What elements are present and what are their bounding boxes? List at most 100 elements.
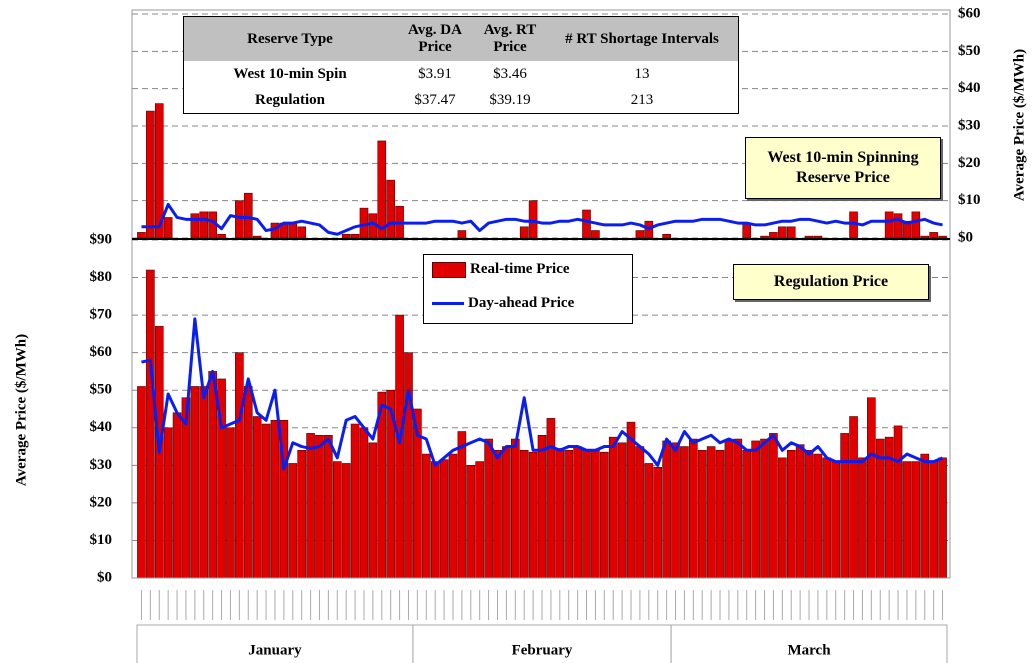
table-cell: 13 — [634, 65, 650, 82]
table-cell: $3.46 — [493, 65, 527, 82]
month-box — [670, 624, 948, 663]
bar — [573, 446, 582, 579]
y-tick-label: $0 — [97, 569, 112, 585]
bar — [608, 436, 618, 579]
table-cell: 213 — [630, 91, 654, 108]
y-tick-label: $90 — [90, 231, 113, 247]
bar — [671, 442, 680, 579]
bar — [297, 226, 306, 239]
bar — [867, 397, 876, 579]
bar — [778, 226, 787, 239]
bar — [395, 314, 404, 579]
y-tick-label: $20 — [90, 494, 113, 510]
bar — [582, 209, 591, 239]
bar — [653, 466, 663, 579]
bar — [421, 453, 431, 579]
panel-title: Regulation Price — [733, 264, 929, 300]
legend-swatch — [432, 261, 466, 278]
bar — [137, 232, 146, 239]
bar — [875, 438, 885, 579]
bar — [697, 450, 707, 579]
bar — [368, 442, 378, 579]
summary-table: Reserve Type Avg. DA Price Avg. RT Price… — [183, 16, 739, 114]
bar — [617, 442, 627, 579]
bar — [332, 461, 342, 579]
bar — [208, 371, 217, 579]
bar — [742, 450, 752, 579]
y-tick-label: $80 — [90, 269, 113, 285]
bar — [226, 427, 235, 579]
bar — [306, 433, 315, 579]
bar — [297, 450, 306, 579]
bar — [893, 425, 903, 579]
bar — [813, 453, 823, 579]
bar — [813, 235, 823, 239]
bar — [252, 416, 262, 579]
y2-tick-label: $60 — [958, 5, 981, 21]
bar — [190, 386, 200, 579]
bar — [920, 235, 930, 239]
bar — [475, 461, 484, 579]
bar — [235, 200, 244, 239]
bar — [519, 450, 529, 579]
bar — [920, 453, 930, 579]
bar — [822, 457, 832, 579]
bar — [591, 230, 600, 239]
y2-tick-label: $10 — [958, 192, 981, 208]
bar — [288, 222, 298, 239]
bar — [270, 419, 280, 579]
bar — [742, 222, 752, 239]
bar — [715, 450, 725, 579]
y-tick-label: $60 — [90, 344, 113, 360]
bar — [519, 226, 529, 239]
bar — [929, 232, 938, 239]
bar — [510, 438, 520, 579]
legend-label: Day-ahead Price — [468, 295, 575, 311]
y-tick-label: $50 — [90, 382, 113, 398]
bar — [146, 110, 155, 239]
bar — [911, 461, 921, 579]
bar — [137, 386, 146, 579]
bar — [341, 463, 351, 579]
y-tick-label: $10 — [90, 532, 113, 548]
bar — [884, 211, 894, 239]
bar — [858, 457, 867, 579]
bar — [751, 440, 760, 579]
bar — [591, 450, 600, 579]
legend: Real-time Price Day-ahead Price — [423, 254, 633, 324]
bar — [786, 226, 796, 239]
bar — [217, 233, 226, 239]
table-cell: West 10-min Spin — [233, 65, 347, 82]
bar — [430, 461, 440, 579]
table-header: Reserve Type — [183, 16, 396, 61]
y2-tick-label: $20 — [958, 155, 981, 171]
bar — [377, 140, 387, 239]
table-cell: $39.19 — [489, 91, 531, 108]
y2-axis-title: Average Price ($/MWh) — [1011, 49, 1027, 201]
bar — [902, 461, 912, 579]
bar — [163, 217, 173, 239]
x-group-label: January — [248, 642, 302, 658]
legend-item: Real-time Price — [432, 261, 570, 278]
table-header: Avg. DA Price — [396, 16, 474, 61]
y-tick-label: $30 — [90, 457, 113, 473]
bar — [662, 440, 671, 579]
bar — [849, 416, 858, 579]
bar — [350, 233, 360, 239]
table-cell: $37.47 — [414, 91, 456, 108]
bar — [635, 446, 645, 579]
bar — [778, 457, 787, 579]
bar — [786, 450, 796, 579]
bar — [252, 235, 262, 239]
bar — [235, 352, 244, 579]
bar — [528, 200, 538, 239]
bar — [680, 446, 689, 579]
bar — [315, 434, 324, 579]
legend-label: Real-time Price — [470, 261, 570, 277]
bar — [199, 386, 209, 579]
bar — [457, 431, 467, 579]
bar — [190, 213, 200, 239]
bar — [350, 423, 360, 579]
bar — [466, 465, 476, 579]
